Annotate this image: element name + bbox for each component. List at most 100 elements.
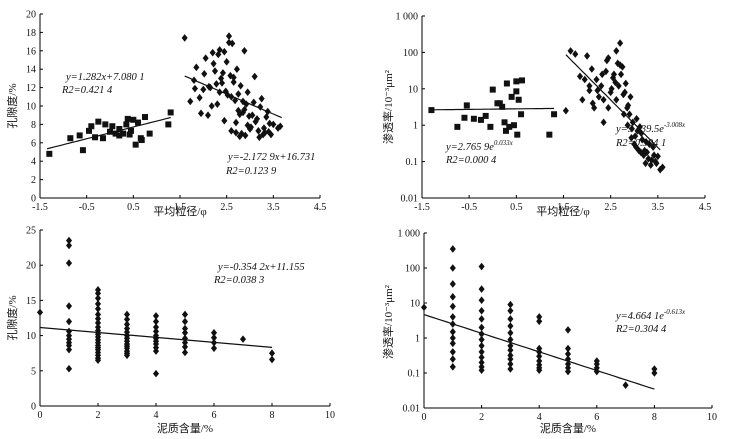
y-tick-labels: 0 2 4 6 8 10 12 14 16 18 20 xyxy=(26,10,43,205)
data-point-diamond xyxy=(152,323,160,331)
fit-equation: y=9 139.5e-3.008x R2=0.394 1 xyxy=(615,121,686,149)
x-tick-label: 8 xyxy=(652,412,657,423)
data-point-diamond xyxy=(613,47,620,55)
data-point-diamond xyxy=(646,140,653,149)
data-point-diamond xyxy=(478,366,485,375)
data-point-square xyxy=(510,122,517,129)
data-point-square xyxy=(128,127,134,134)
data-point-square xyxy=(508,93,515,100)
equation-text: y=2.765 9e0.033x xyxy=(445,139,514,153)
data-point-diamond xyxy=(622,79,629,88)
data-point-diamond xyxy=(624,121,631,129)
data-point-diamond xyxy=(478,330,485,338)
data-point-diamond xyxy=(478,335,485,344)
y-tick-labels: 0.01 0.1 1 10 100 1 000 xyxy=(396,12,425,205)
data-point-diamond xyxy=(261,128,268,137)
y-tick-label: 1 000 xyxy=(398,229,421,240)
x-tick-label: 4.5 xyxy=(699,202,712,213)
data-point-square xyxy=(46,150,53,157)
y-tick-label: 0 xyxy=(31,402,36,413)
data-point-square xyxy=(477,116,484,123)
data-point-diamond xyxy=(244,88,251,96)
r-squared-text: R2=0.304 4 xyxy=(615,324,667,335)
x-tick-labels: -1.5 -0.5 0.5 1.5 2.5 3.5 4.5 xyxy=(32,195,326,213)
data-point-diamond xyxy=(631,140,638,149)
data-point-diamond xyxy=(268,355,276,364)
data-point-diamond xyxy=(210,344,218,353)
y-tick-labels: 0.01 0.1 1 10 100 1 000 xyxy=(398,229,427,415)
data-point-diamond xyxy=(264,107,271,116)
data-point-diamond xyxy=(478,348,485,356)
x-tick-label: 10 xyxy=(707,412,717,423)
r-squared-text: R2=0.421 4 xyxy=(61,85,113,96)
data-point-diamond xyxy=(123,351,131,360)
data-point-diamond xyxy=(94,300,102,308)
data-point-diamond xyxy=(507,300,514,309)
data-point-diamond xyxy=(235,90,242,98)
data-point-diamond xyxy=(628,124,635,133)
data-point-diamond xyxy=(564,360,572,368)
x-tick-label: 6 xyxy=(594,412,599,423)
x-tick-label: -1.5 xyxy=(414,202,430,213)
data-point-diamond xyxy=(618,70,625,79)
equation-text: y=4.664 1e-0.613x xyxy=(615,308,686,322)
x-tick-label: 4.5 xyxy=(314,202,327,213)
data-point-square xyxy=(514,131,521,138)
data-point-diamond xyxy=(507,360,514,368)
data-point-diamond xyxy=(600,118,607,127)
data-point-diamond xyxy=(94,289,102,298)
data-point-square xyxy=(79,147,86,154)
data-point-square xyxy=(102,121,109,128)
data-point-diamond xyxy=(651,151,658,159)
y-tick-label: 0 xyxy=(31,194,36,205)
x-tick-label: -0.5 xyxy=(461,202,477,213)
equation-text: y=9 139.5e-3.008x xyxy=(615,121,686,135)
data-point-diamond xyxy=(152,317,160,326)
data-point-square xyxy=(146,130,153,137)
data-point-diamond xyxy=(449,355,456,363)
data-point-diamond xyxy=(94,319,102,327)
x-tick-label: 1.5 xyxy=(557,202,570,213)
data-point-diamond xyxy=(65,302,73,310)
data-point-diamond xyxy=(181,348,189,357)
x-tick-label: 8 xyxy=(270,410,275,421)
fit-equation: y=-2.172 9x+16.731 R2=0.123 9 xyxy=(225,152,315,177)
data-point-diamond xyxy=(622,381,629,389)
data-point-diamond xyxy=(210,333,218,342)
panel-porosity-vs-clay-content: 0 5 10 15 20 25 0 2 4 6 8 10 孔隙度/% 泥质含量/% y=-0.354… xyxy=(5,226,335,436)
data-point-diamond xyxy=(599,70,606,79)
x-tick-label: 4 xyxy=(537,412,542,423)
data-point-diamond xyxy=(152,312,160,320)
data-point-diamond xyxy=(65,236,73,245)
data-point-diamond xyxy=(239,335,247,343)
data-point-diamond xyxy=(197,109,205,118)
data-point-square xyxy=(67,135,74,142)
data-point-diamond xyxy=(260,130,267,139)
data-point-diamond xyxy=(94,310,102,319)
data-point-diamond xyxy=(213,80,220,88)
data-point-diamond xyxy=(586,82,593,90)
y-tick-label: 0.1 xyxy=(406,157,419,168)
data-point-diamond xyxy=(613,95,620,104)
data-point-diamond xyxy=(653,159,660,168)
data-point-diamond xyxy=(211,67,219,75)
data-point-square xyxy=(112,130,119,137)
fit-lines xyxy=(431,54,661,151)
data-point-square xyxy=(109,123,116,130)
data-point-square xyxy=(551,111,558,118)
data-point-diamond xyxy=(260,124,268,132)
equation-text: y=-0.354 2x+11.155 xyxy=(217,262,305,273)
data-point-diamond xyxy=(268,349,276,357)
data-point-square xyxy=(92,134,99,141)
data-point-diamond xyxy=(123,315,131,324)
data-point-diamond xyxy=(449,313,456,321)
r-squared-text: R2=0.038 3 xyxy=(213,275,264,286)
y-tick-label: 15 xyxy=(26,296,36,307)
data-point-square xyxy=(489,86,496,93)
trend-line xyxy=(565,54,661,151)
data-point-diamond xyxy=(241,47,248,55)
data-point-diamond xyxy=(449,348,456,356)
data-point-diamond xyxy=(536,366,543,375)
data-point-diamond xyxy=(209,48,216,57)
fit-equation: y=4.664 1e-0.613x R2=0.304 4 xyxy=(615,308,686,335)
